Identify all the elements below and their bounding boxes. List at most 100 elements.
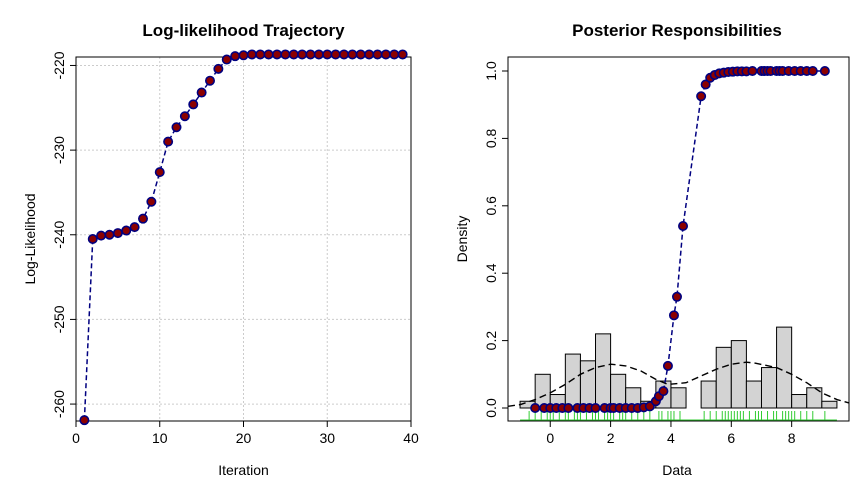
loglik-point bbox=[355, 49, 366, 60]
responsibilities-marks bbox=[530, 66, 830, 413]
loglik-point bbox=[163, 136, 174, 147]
loglik-point bbox=[380, 49, 391, 60]
loglik-point bbox=[129, 222, 140, 233]
loglik-point bbox=[330, 49, 341, 60]
responsibilities-x-tick-label: 0 bbox=[546, 430, 554, 446]
loglik-point bbox=[297, 49, 308, 60]
responsibilities-axes: 0 2 4 6 8 0.0 0.2 0.4 0.6 0.8 1.0 bbox=[483, 61, 796, 446]
responsibilities-plot-frame bbox=[507, 56, 850, 422]
responsibilities-x-tick-label: 8 bbox=[788, 430, 796, 446]
histogram-bar bbox=[791, 394, 808, 409]
histogram-bar bbox=[730, 340, 747, 409]
loglik-point bbox=[205, 75, 216, 86]
loglik-axes: 0 10 20 30 40 -260 -250 -240 -230 -220 bbox=[51, 51, 419, 446]
loglik-point bbox=[397, 49, 408, 60]
loglik-y-tick-label: -250 bbox=[51, 305, 67, 333]
responsibility-point bbox=[747, 66, 758, 77]
loglik-title: Log-likelihood Trajectory bbox=[142, 21, 345, 40]
histogram-bar bbox=[821, 400, 838, 409]
responsibility-point bbox=[696, 91, 707, 102]
responsibility-point bbox=[807, 66, 818, 77]
responsibility-point bbox=[700, 79, 711, 90]
loglik-point bbox=[138, 213, 149, 224]
responsibilities-title: Posterior Responsibilities bbox=[572, 21, 782, 40]
loglik-point bbox=[196, 87, 207, 98]
histogram-bar bbox=[670, 387, 687, 409]
responsibilities-x-tick-label: 4 bbox=[667, 430, 675, 446]
histogram-bar bbox=[534, 373, 551, 409]
histogram-bar bbox=[700, 380, 717, 409]
loglik-x-tick-label: 30 bbox=[319, 430, 335, 446]
loglik-marks bbox=[79, 49, 408, 426]
mixture-density bbox=[507, 361, 850, 408]
responsibilities-y-tick-label: 0.2 bbox=[483, 331, 499, 351]
loglik-point bbox=[322, 49, 333, 60]
loglik-point bbox=[87, 234, 98, 245]
responsibility-point bbox=[530, 402, 541, 413]
loglik-point bbox=[246, 49, 257, 60]
loglik-y-tick-label: -220 bbox=[51, 51, 67, 79]
loglik-point bbox=[271, 49, 282, 60]
histogram-bar bbox=[776, 326, 793, 409]
responsibilities-y-tick-label: 0.4 bbox=[483, 263, 499, 283]
loglik-point bbox=[221, 54, 232, 65]
loglik-point bbox=[288, 49, 299, 60]
responsibilities-y-tick-label: 0.8 bbox=[483, 128, 499, 148]
loglik-point bbox=[146, 196, 157, 207]
responsibility-point bbox=[563, 402, 574, 413]
histogram-bar bbox=[715, 346, 732, 409]
histogram-bar bbox=[760, 367, 778, 409]
loglik-point bbox=[364, 49, 375, 60]
responsibility-point bbox=[662, 360, 673, 371]
loglik-xlabel: Iteration bbox=[218, 462, 269, 478]
loglik-y-tick-label: -240 bbox=[51, 221, 67, 249]
responsibilities-y-tick-label: 1.0 bbox=[483, 61, 499, 81]
loglik-point bbox=[338, 49, 349, 60]
loglik-y-tick-label: -260 bbox=[51, 390, 67, 418]
loglik-point bbox=[121, 225, 132, 236]
mixture-density-curve bbox=[507, 361, 850, 408]
responsibilities-x-tick-label: 2 bbox=[607, 430, 615, 446]
responsibilities-panel: Posterior Responsibilities Data Density … bbox=[454, 21, 850, 478]
loglik-x-tick-label: 20 bbox=[236, 430, 252, 446]
loglik-point bbox=[238, 50, 249, 61]
loglik-point bbox=[104, 229, 115, 240]
loglik-point bbox=[79, 415, 90, 426]
loglik-x-tick-label: 0 bbox=[72, 430, 80, 446]
loglik-point bbox=[230, 51, 241, 62]
loglik-point bbox=[96, 230, 107, 241]
responsibility-point bbox=[668, 310, 679, 321]
loglik-point bbox=[112, 228, 123, 239]
loglik-point bbox=[188, 99, 199, 110]
loglik-grid bbox=[75, 57, 412, 421]
histogram-bar bbox=[610, 373, 627, 409]
loglik-point bbox=[179, 111, 190, 122]
loglik-point bbox=[372, 49, 383, 60]
loglik-point bbox=[280, 49, 291, 60]
responsibilities-y-tick-label: 0.0 bbox=[483, 398, 499, 418]
loglik-x-tick-label: 10 bbox=[152, 430, 168, 446]
responsibility-point bbox=[678, 221, 689, 232]
histogram-bar bbox=[806, 387, 823, 409]
histogram bbox=[519, 326, 838, 409]
loglik-point bbox=[171, 122, 182, 133]
histogram-bar bbox=[564, 353, 581, 409]
histogram-bar bbox=[595, 333, 612, 409]
loglik-point bbox=[255, 49, 266, 60]
histogram-bar bbox=[745, 380, 762, 409]
loglik-panel: Log-likelihood Trajectory Iteration Log-… bbox=[22, 21, 419, 478]
responsibilities-ylabel: Density bbox=[454, 216, 470, 263]
responsibilities-xlabel: Data bbox=[662, 462, 692, 478]
loglik-point bbox=[313, 49, 324, 60]
loglik-point bbox=[347, 49, 358, 60]
responsibilities-x-tick-label: 6 bbox=[727, 430, 735, 446]
loglik-ylabel: Log-Likelihood bbox=[22, 193, 38, 284]
loglik-point bbox=[213, 63, 224, 74]
loglik-y-tick-label: -230 bbox=[51, 136, 67, 164]
responsibility-point bbox=[819, 66, 830, 77]
loglik-point bbox=[154, 167, 165, 178]
responsibilities-y-tick-label: 0.6 bbox=[483, 196, 499, 216]
loglik-point bbox=[263, 49, 274, 60]
responsibility-point bbox=[658, 386, 669, 397]
